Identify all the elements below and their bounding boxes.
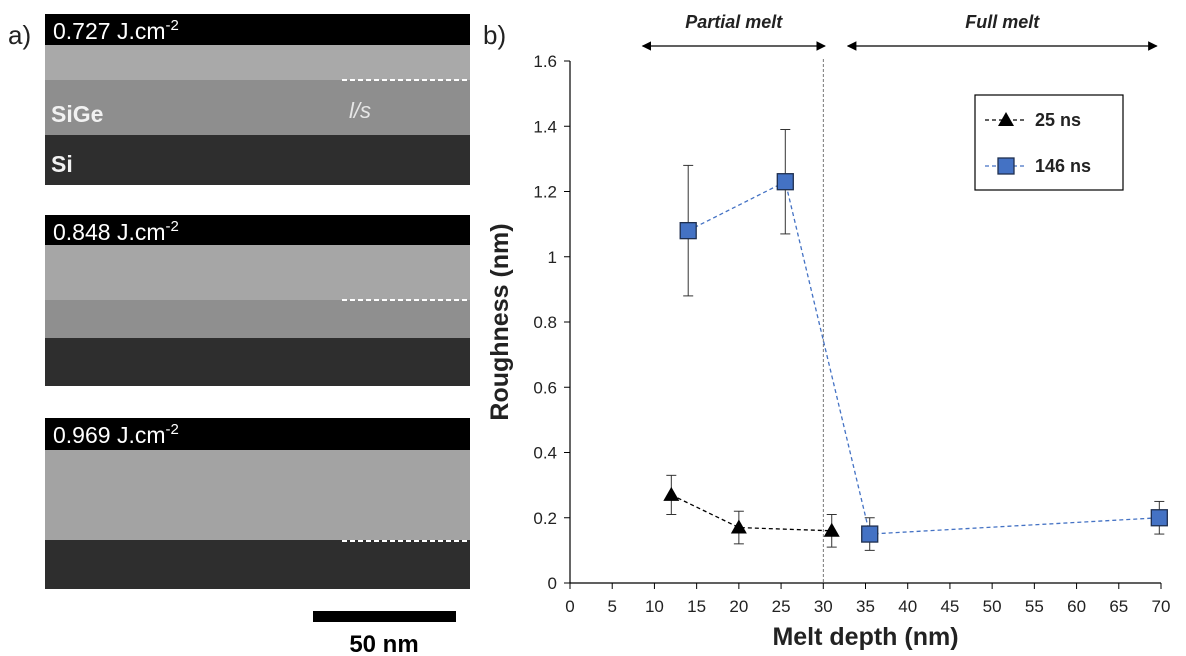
data-marker <box>823 522 840 537</box>
fluence-exponent: -2 <box>166 218 179 235</box>
legend-marker <box>997 157 1015 175</box>
y-tick-label: 1.2 <box>533 183 557 202</box>
x-tick-label: 50 <box>983 597 1002 616</box>
y-tick-label: 0.2 <box>533 509 557 528</box>
image-layer <box>45 300 470 338</box>
fluence-exponent: -2 <box>166 17 179 34</box>
y-tick-label: 0.6 <box>533 378 557 397</box>
data-marker <box>1150 509 1168 527</box>
interface-label: l/s <box>349 98 371 123</box>
x-tick-label: 40 <box>898 597 917 616</box>
image-layer <box>45 80 470 135</box>
legend-label: 146 ns <box>1035 156 1091 176</box>
fluence-value: 0.969 J.cm <box>53 422 166 448</box>
image-layer <box>45 450 470 540</box>
tem-image: 0.727 J.cm-2 <box>45 14 470 185</box>
tem-image: 0.969 J.cm-2 <box>45 418 470 589</box>
region-label: Partial melt <box>685 12 783 32</box>
layer-label: Si <box>51 151 73 177</box>
fluence-label: 0.969 J.cm-2 <box>53 421 179 448</box>
legend: 25 ns 146 ns <box>974 94 1124 191</box>
layer-label: SiGe <box>51 101 103 127</box>
x-tick-label: 65 <box>1109 597 1128 616</box>
fluence-exponent: -2 <box>166 421 179 438</box>
x-tick-label: 70 <box>1152 597 1171 616</box>
x-tick-label: 15 <box>687 597 706 616</box>
image-layer <box>45 245 470 300</box>
x-tick-label: 25 <box>772 597 791 616</box>
data-marker <box>861 525 879 543</box>
x-tick-label: 55 <box>1025 597 1044 616</box>
x-tick-label: 5 <box>607 597 616 616</box>
x-tick-label: 0 <box>565 597 574 616</box>
y-tick-label: 1 <box>548 248 557 267</box>
y-tick-label: 0.8 <box>533 313 557 332</box>
series-line <box>671 494 832 532</box>
x-tick-label: 35 <box>856 597 875 616</box>
image-layer <box>45 540 470 589</box>
image-layer <box>45 45 470 80</box>
region-label: Full melt <box>965 12 1040 32</box>
y-tick-label: 1.4 <box>533 117 557 136</box>
x-tick-label: 60 <box>1067 597 1086 616</box>
x-tick-label: 45 <box>940 597 959 616</box>
data-marker <box>776 173 794 191</box>
x-axis-title: Melt depth (nm) <box>772 623 958 651</box>
data-marker <box>730 519 747 534</box>
fluence-label: 0.727 J.cm-2 <box>53 17 179 44</box>
panel-label: b) <box>483 20 506 50</box>
x-tick-label: 30 <box>814 597 833 616</box>
legend-label: 25 ns <box>1035 110 1081 130</box>
y-tick-label: 0.4 <box>533 444 557 463</box>
fluence-label: 0.848 J.cm-2 <box>53 218 179 245</box>
data-marker <box>663 486 680 501</box>
fluence-value: 0.727 J.cm <box>53 18 166 44</box>
fluence-value: 0.848 J.cm <box>53 219 166 245</box>
image-layer <box>45 338 470 386</box>
y-tick-label: 0 <box>548 574 557 593</box>
scale-bar <box>313 611 456 622</box>
scale-bar-label: 50 nm <box>349 631 418 656</box>
panel-label: a) <box>8 20 31 50</box>
x-tick-label: 20 <box>729 597 748 616</box>
y-tick-label: 1.6 <box>533 52 557 71</box>
y-axis-title: Roughness (nm) <box>486 223 514 420</box>
image-layer <box>45 135 470 185</box>
legend-marker <box>998 112 1014 126</box>
x-tick-label: 10 <box>645 597 664 616</box>
data-marker <box>679 221 697 240</box>
series-line <box>687 180 1160 535</box>
tem-image: 0.848 J.cm-2 <box>45 215 470 386</box>
